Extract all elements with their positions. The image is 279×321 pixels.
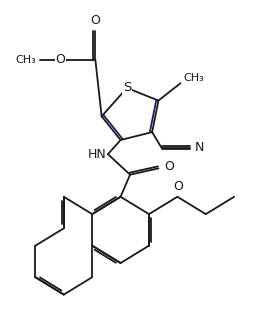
Text: S: S (123, 82, 131, 94)
Text: N: N (195, 141, 204, 154)
Text: CH₃: CH₃ (16, 55, 36, 65)
Text: O: O (56, 53, 65, 66)
Text: CH₃: CH₃ (184, 74, 205, 83)
Text: O: O (165, 160, 175, 173)
Text: O: O (90, 14, 100, 27)
Text: O: O (173, 180, 183, 193)
Text: HN: HN (88, 148, 106, 161)
